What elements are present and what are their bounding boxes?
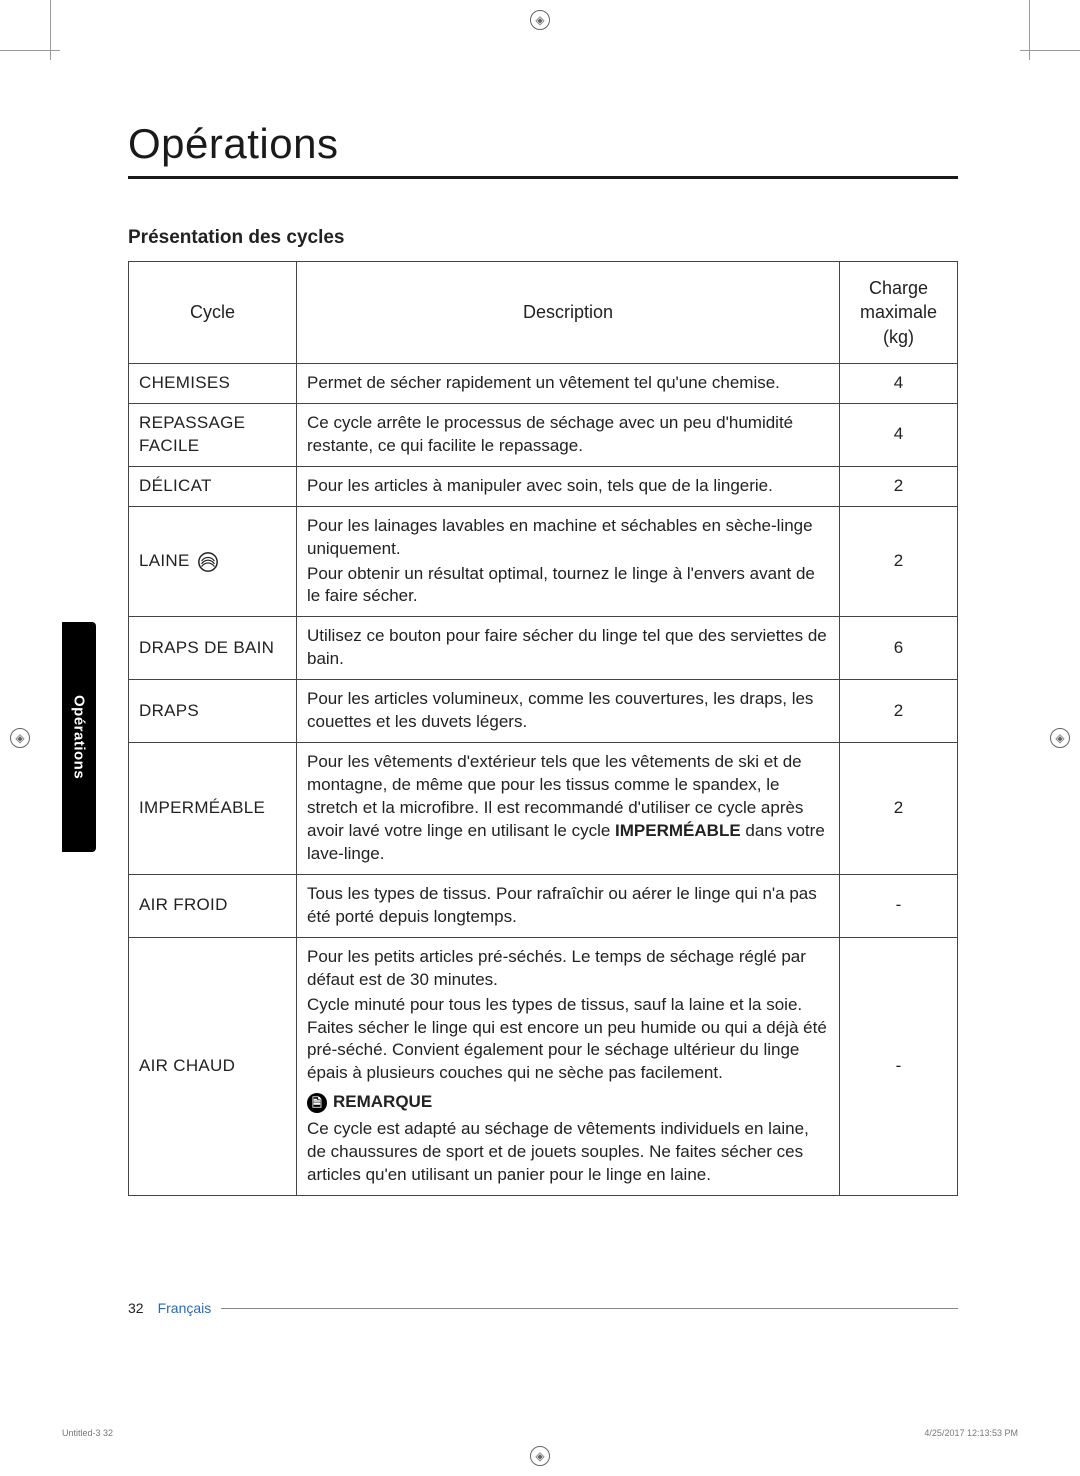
description-cell: Ce cycle arrête le processus de séchage … [297,403,840,466]
page-language: Français [158,1300,212,1316]
charge-cell: - [840,874,958,937]
table-row: AIR CHAUDPour les petits articles pré-sé… [129,937,958,1195]
table-row: DRAPSPour les articles volumineux, comme… [129,680,958,743]
print-meta: Untitled-3 32 4/25/2017 12:13:53 PM [62,1428,1018,1438]
remarque-label: REMARQUE [333,1091,432,1114]
charge-cell: 4 [840,403,958,466]
cycle-name-cell: DRAPS DE BAIN [129,617,297,680]
crop-mark [50,0,51,60]
description-cell: Permet de sécher rapidement un vêtement … [297,363,840,403]
crop-mark [1029,0,1030,60]
table-row: DRAPS DE BAINUtilisez ce bouton pour fai… [129,617,958,680]
footer-rule [221,1308,958,1309]
table-row: LAINE Pour les lainages lavables en mach… [129,506,958,617]
cycle-name-cell: IMPERMÉABLE [129,743,297,875]
crop-mark [0,50,60,51]
registration-mark-bottom [530,1446,550,1466]
page-content: Opérations Présentation des cycles Cycle… [128,120,958,1196]
cycle-name-cell: CHEMISES [129,363,297,403]
table-row: REPASSAGE FACILECe cycle arrête le proce… [129,403,958,466]
charge-cell: 2 [840,466,958,506]
side-tab: Opérations [62,622,96,852]
table-row: CHEMISESPermet de sécher rapidement un v… [129,363,958,403]
charge-cell: 2 [840,680,958,743]
remarque-heading: 🗎 REMARQUE [307,1091,829,1114]
page-footer: 32 Français [128,1300,958,1316]
wool-icon [197,551,219,573]
description-cell: Pour les articles volumineux, comme les … [297,680,840,743]
page-number: 32 [128,1300,144,1316]
crop-mark [1020,50,1080,51]
cycle-name-cell: LAINE [129,506,297,617]
charge-cell: - [840,937,958,1195]
charge-cell: 2 [840,506,958,617]
cycle-name-cell: REPASSAGE FACILE [129,403,297,466]
page-title: Opérations [128,120,958,179]
print-timestamp: 4/25/2017 12:13:53 PM [924,1428,1018,1438]
description-cell: Pour les lainages lavables en machine et… [297,506,840,617]
side-tab-label: Opérations [71,695,88,779]
charge-cell: 2 [840,743,958,875]
description-cell: Utilisez ce bouton pour faire sécher du … [297,617,840,680]
cycle-name-cell: DÉLICAT [129,466,297,506]
description-cell: Pour les vêtements d'extérieur tels que … [297,743,840,875]
description-cell: Tous les types de tissus. Pour rafraîchi… [297,874,840,937]
table-row: AIR FROIDTous les types de tissus. Pour … [129,874,958,937]
charge-cell: 6 [840,617,958,680]
cycle-name-cell: AIR FROID [129,874,297,937]
print-file: Untitled-3 32 [62,1428,113,1438]
description-cell: Pour les articles à manipuler avec soin,… [297,466,840,506]
section-subtitle: Présentation des cycles [128,227,958,249]
registration-mark-top [530,10,550,30]
description-cell: Pour les petits articles pré-séchés. Le … [297,937,840,1195]
table-row: DÉLICATPour les articles à manipuler ave… [129,466,958,506]
charge-cell: 4 [840,363,958,403]
header-cycle: Cycle [129,262,297,364]
cycle-name-cell: AIR CHAUD [129,937,297,1195]
table-header-row: Cycle Description Charge maximale (kg) [129,262,958,364]
cycle-name-cell: DRAPS [129,680,297,743]
registration-mark-right [1050,728,1070,748]
header-description: Description [297,262,840,364]
registration-mark-left [10,728,30,748]
cycles-table: Cycle Description Charge maximale (kg) C… [128,261,958,1196]
note-icon: 🗎 [307,1093,327,1113]
header-charge: Charge maximale (kg) [840,262,958,364]
table-row: IMPERMÉABLEPour les vêtements d'extérieu… [129,743,958,875]
